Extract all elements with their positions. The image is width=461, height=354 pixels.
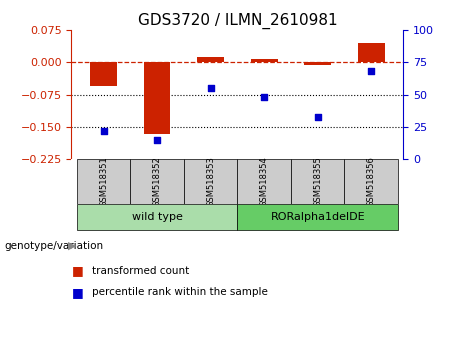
Bar [291, 159, 344, 204]
Bar [304, 62, 331, 64]
Text: genotype/variation: genotype/variation [5, 241, 104, 251]
Bar [237, 159, 291, 204]
Point [154, 137, 161, 143]
Text: ▶: ▶ [68, 241, 77, 251]
Text: transformed count: transformed count [92, 266, 189, 276]
Text: GSM518356: GSM518356 [367, 156, 376, 207]
Bar [344, 159, 398, 204]
Bar [90, 62, 117, 86]
Point [260, 95, 268, 100]
Point [367, 69, 375, 74]
Bar [197, 57, 224, 62]
Text: percentile rank within the sample: percentile rank within the sample [92, 287, 268, 297]
Bar [251, 59, 278, 62]
Text: GSM518351: GSM518351 [99, 156, 108, 207]
Bar [144, 62, 171, 133]
Bar [130, 159, 184, 204]
Text: GSM518353: GSM518353 [206, 156, 215, 207]
Text: RORalpha1delDE: RORalpha1delDE [271, 212, 365, 222]
Point [314, 114, 321, 120]
Text: GSM518355: GSM518355 [313, 156, 322, 207]
Bar [184, 159, 237, 204]
Title: GDS3720 / ILMN_2610981: GDS3720 / ILMN_2610981 [137, 12, 337, 29]
Text: ■: ■ [71, 286, 83, 298]
Bar [237, 204, 398, 230]
Point [207, 85, 214, 91]
Bar [358, 43, 384, 62]
Text: wild type: wild type [132, 212, 183, 222]
Bar [77, 204, 237, 230]
Text: GSM518352: GSM518352 [153, 156, 162, 207]
Bar [77, 159, 130, 204]
Point [100, 128, 107, 134]
Text: ■: ■ [71, 264, 83, 277]
Text: GSM518354: GSM518354 [260, 156, 269, 207]
